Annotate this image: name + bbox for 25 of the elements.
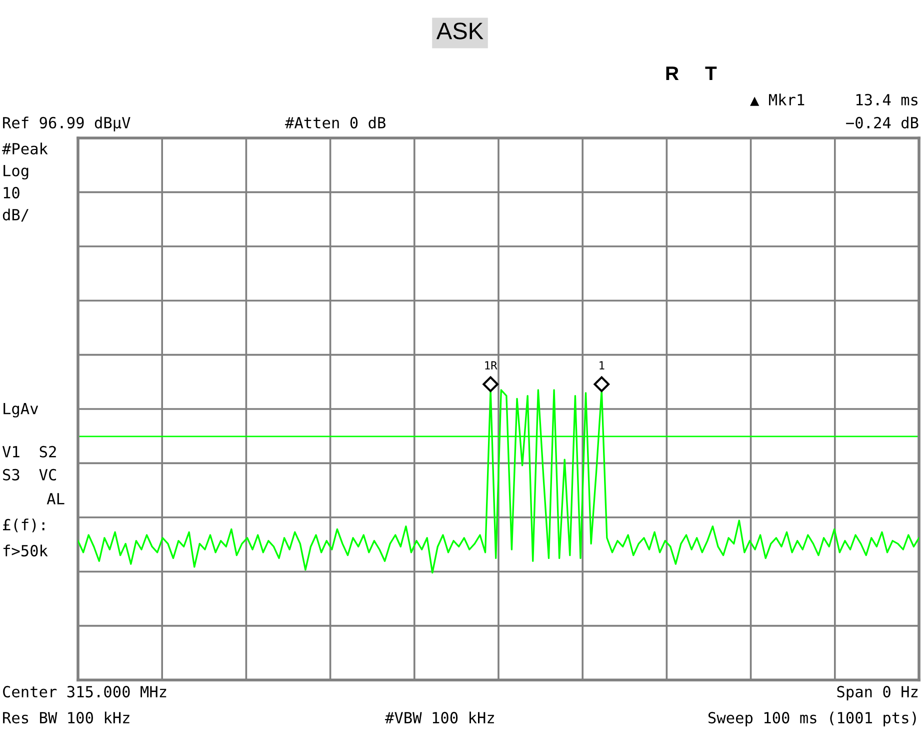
text: ▲ Mkr1 <box>750 94 804 106</box>
text: #VBW 100 kHz <box>385 712 494 724</box>
text: S3 VC <box>3 468 56 480</box>
text: #Peak <box>2 142 48 154</box>
text: AL <box>46 493 64 504</box>
text: Span 0 Hz <box>837 686 918 700</box>
text: T <box>705 66 717 80</box>
text: Res BW 100 kHz <box>3 712 130 724</box>
text: Ref 96.99 dBµV <box>3 116 130 132</box>
text: 10 <box>4 186 20 198</box>
text: −0.24 dB <box>846 116 918 128</box>
text: V1 S2 <box>2 446 56 458</box>
annotation: 1R <box>485 361 498 370</box>
text: £(f): <box>3 518 44 532</box>
text: R <box>666 66 679 80</box>
chart-title: ASK <box>436 22 484 40</box>
text: Center 315.000 MHz <box>3 686 166 698</box>
text: f>50k <box>3 544 48 556</box>
text: #Atten 0 dB <box>285 116 386 128</box>
text: dB/ <box>2 208 28 222</box>
text: LgAv <box>4 403 38 418</box>
text: 13.4 ms <box>856 94 918 106</box>
annotation: 1 <box>600 361 604 370</box>
text: Sweep 100 ms (1001 pts) <box>708 712 916 726</box>
text: Log <box>4 165 28 180</box>
